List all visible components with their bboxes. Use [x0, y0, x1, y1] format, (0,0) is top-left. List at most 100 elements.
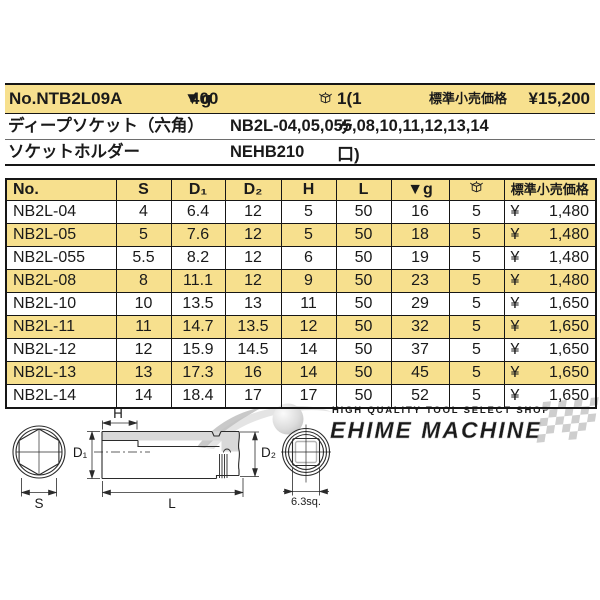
cell-d1: 13.5	[170, 292, 226, 316]
column-header-d1: D₁	[170, 178, 226, 201]
socket-dimension-diagram: S D₁ H L	[12, 406, 331, 511]
shaded-drive-end	[221, 432, 239, 452]
cell-l: 50	[335, 200, 392, 224]
cell-price: ¥1,650	[503, 315, 597, 339]
cell-weight: 16	[390, 200, 450, 224]
cell-l: 50	[335, 223, 392, 247]
column-header-price: 標準小売価格	[503, 178, 597, 201]
spec-table: No. S D₁ D₂ H L ▼g 標準小売価格 NB2L-04 4 6.4 …	[5, 178, 597, 409]
set-number: No.NTB2L09A	[9, 89, 123, 108]
cell-d1: 18.4	[170, 384, 226, 409]
cell-d2: 12	[224, 269, 282, 293]
table-row: NB2L-05 5 7.6 12 5 50 18 5 ¥1,480	[5, 223, 597, 247]
table-row: NB2L-11 11 14.7 13.5 12 50 32 5 ¥1,650	[5, 315, 597, 339]
cell-h: 9	[280, 269, 337, 293]
dim-l	[101, 478, 244, 497]
cell-price: ¥1,480	[503, 223, 597, 247]
cell-s: 4	[115, 200, 172, 224]
dim-d1	[87, 430, 100, 480]
cell-s: 5	[115, 223, 172, 247]
cell-l: 50	[335, 246, 392, 270]
holder-label: ソケットホルダー	[8, 143, 140, 161]
cell-d1: 7.6	[170, 223, 226, 247]
table-row: NB2L-04 4 6.4 12 5 50 16 5 ¥1,480	[5, 200, 597, 224]
socket-side-view	[101, 430, 240, 480]
price-value: 1,480	[548, 203, 589, 220]
cell-d1: 11.1	[170, 269, 226, 293]
price-value: 1,480	[548, 272, 589, 289]
column-header-no: No.	[5, 178, 117, 201]
product-header-row: No.NTB2L09A ▼g 400 1(1ヶ口) 標準小売価格 ¥15,200	[5, 85, 595, 164]
cell-d1: 14.7	[170, 315, 226, 339]
dim-s	[20, 478, 58, 497]
cell-no: NB2L-11	[5, 315, 117, 339]
table-row: NB2L-14 14 18.4 17 17 50 52 5 ¥1,650	[5, 384, 597, 409]
price-value: 1,650	[548, 341, 589, 358]
cell-l: 50	[335, 292, 392, 316]
cell-d2: 13	[224, 292, 282, 316]
column-header-l: L	[335, 178, 392, 201]
spec-header-row: No. S D₁ D₂ H L ▼g 標準小売価格	[5, 178, 597, 201]
dim-d2-label: D₂	[261, 445, 276, 460]
product-row: ディープソケット（六角） NB2L-04,05,055,08,10,11,12,…	[5, 114, 595, 140]
cell-price: ¥1,480	[503, 200, 597, 224]
dim-h-label: H	[113, 406, 123, 421]
holder-value: NEHB210	[230, 143, 305, 161]
currency-symbol: ¥	[510, 295, 520, 312]
cell-no: NB2L-12	[5, 338, 117, 362]
set-price-value: ¥15,200	[528, 89, 590, 108]
cell-d1: 6.4	[170, 200, 226, 224]
cell-d1: 8.2	[170, 246, 226, 270]
cell-weight: 18	[390, 223, 450, 247]
dim-d2	[240, 431, 259, 478]
price-value: 1,650	[548, 387, 589, 404]
cell-no: NB2L-055	[5, 246, 117, 270]
cell-weight: 37	[390, 338, 450, 362]
cell-d2: 12	[224, 246, 282, 270]
currency-symbol: ¥	[510, 318, 520, 335]
cell-d2: 16	[224, 361, 282, 385]
currency-symbol: ¥	[510, 249, 520, 266]
dim-d1-label: D₁	[73, 445, 88, 460]
table-row: NB2L-08 8 11.1 12 9 50 23 5 ¥1,480	[5, 269, 597, 293]
column-header-package	[448, 178, 505, 201]
cell-package: 5	[448, 338, 505, 362]
cell-no: NB2L-04	[5, 200, 117, 224]
product-header-table: No.NTB2L09A ▼g 400 1(1ヶ口) 標準小売価格 ¥15,200 …	[5, 83, 595, 166]
currency-symbol: ¥	[510, 203, 520, 220]
dim-drive	[283, 468, 329, 496]
set-weight-value: 400	[190, 89, 219, 108]
currency-symbol: ¥	[510, 341, 520, 358]
table-row: NB2L-12 12 15.9 14.5 14 50 37 5 ¥1,650	[5, 338, 597, 362]
cell-d2: 17	[224, 384, 282, 409]
cell-no: NB2L-13	[5, 361, 117, 385]
cell-l: 50	[335, 338, 392, 362]
cell-d1: 15.9	[170, 338, 226, 362]
retail-price-label: 標準小売価格	[429, 91, 508, 106]
cell-s: 5.5	[115, 246, 172, 270]
cell-price: ¥1,650	[503, 361, 597, 385]
watermark-brand: EHIME MACHINE	[330, 417, 543, 443]
cell-s: 11	[115, 315, 172, 339]
cell-price: ¥1,650	[503, 338, 597, 362]
cell-h: 11	[280, 292, 337, 316]
cell-d2: 12	[224, 200, 282, 224]
column-header-h: H	[280, 178, 337, 201]
cell-s: 8	[115, 269, 172, 293]
cell-no: NB2L-10	[5, 292, 117, 316]
watermark-tagline: HIGH QUALITY TOOL SELECT SHOP	[332, 405, 550, 416]
cell-s: 12	[115, 338, 172, 362]
cell-price: ¥1,480	[503, 269, 597, 293]
cell-package: 5	[448, 269, 505, 293]
currency-symbol: ¥	[510, 272, 520, 289]
cell-no: NB2L-05	[5, 223, 117, 247]
cell-package: 5	[448, 292, 505, 316]
swoosh-shape	[205, 406, 332, 449]
cell-h: 5	[280, 223, 337, 247]
cell-no: NB2L-08	[5, 269, 117, 293]
cell-h: 12	[280, 315, 337, 339]
cell-weight: 45	[390, 361, 450, 385]
cell-s: 13	[115, 361, 172, 385]
cell-h: 14	[280, 361, 337, 385]
cell-package: 5	[448, 384, 505, 409]
